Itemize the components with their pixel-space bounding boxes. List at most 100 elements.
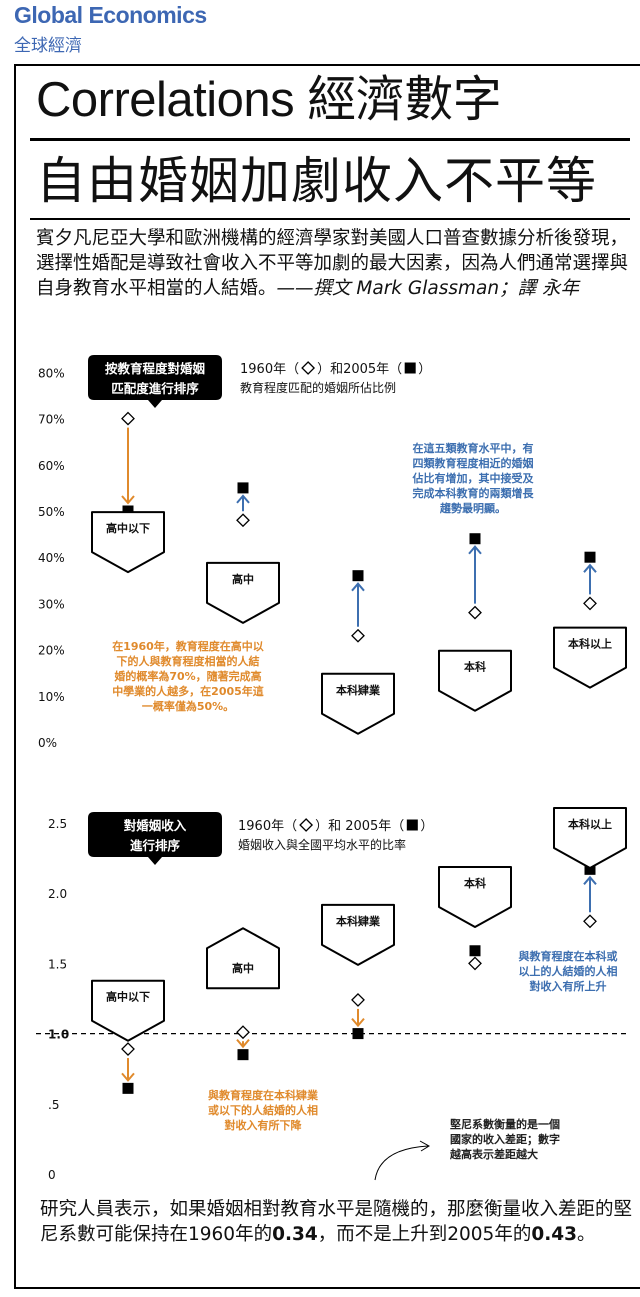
chart1-point-1960 xyxy=(351,628,365,643)
chart1-category-badge-label: 本科肄業 xyxy=(336,683,381,697)
gini-pointer-line xyxy=(374,1145,429,1181)
chart2-note-increase-line: 對收入有所上升 xyxy=(530,979,607,993)
gini-pointer-head xyxy=(419,1140,430,1152)
chart2-ytick: 1.0 xyxy=(48,1028,69,1042)
chart2-ytick: 1.5 xyxy=(48,957,67,971)
chart2-category-badge-label: 本科 xyxy=(464,876,486,890)
chart1-category-badge xyxy=(206,561,280,624)
chart1-ytick: 30% xyxy=(38,597,65,611)
conclusion-paragraph: 研究人員表示，如果婚姻相對教育水平是隨機的，那麼衡量收入差距的堅尼系數可能保持在… xyxy=(40,1197,632,1247)
chart1-ytick: 50% xyxy=(38,505,65,519)
chart2-point-2005 xyxy=(469,945,481,957)
chart2-ytick: 2.5 xyxy=(48,817,67,831)
chart1-point-2005 xyxy=(584,551,596,563)
chart1-point-1960 xyxy=(121,411,135,426)
chart2-legend-suffix: ） xyxy=(420,819,433,834)
chart2-legend-prefix: 1960年（ xyxy=(238,819,297,834)
chart2-ytick: 2.0 xyxy=(48,887,67,901)
chart1-category-badge xyxy=(553,626,627,689)
chart1-change-arrow-head xyxy=(351,582,365,592)
chart1-legend-mid: ）和2005年（ xyxy=(317,362,402,377)
chart1-point-2005 xyxy=(352,570,364,582)
chart1-note-increase-line: 四類教育程度相近的婚姻 xyxy=(413,456,534,470)
chart1-category-badge xyxy=(91,511,165,574)
chart1-point-1960 xyxy=(468,605,482,620)
chart1-note-decline-line: 下的人與教育程度相當的人結 xyxy=(117,654,260,668)
chart2-legend-diamond-icon xyxy=(299,818,314,832)
chart2-category-badge-label: 本科以上 xyxy=(568,817,612,831)
chart1-ytick: 80% xyxy=(38,366,65,380)
chart1-change-arrow-head xyxy=(121,495,135,505)
headline-rule-bottom xyxy=(30,218,630,220)
chart2-point-2005 xyxy=(122,1082,134,1094)
chart1-ytick: 20% xyxy=(38,644,65,658)
chart1-point-2005 xyxy=(469,533,481,545)
chart2-change-arrow-head xyxy=(351,1017,365,1028)
chart2-point-1960 xyxy=(351,992,365,1007)
chart1-change-arrow-head xyxy=(236,494,250,504)
chart2-title-callout-text: 對婚姻收入 xyxy=(124,818,187,833)
chart1-note-increase-line: 佔比有增加，其中接受及 xyxy=(412,471,535,485)
chart2-change-arrow xyxy=(121,1058,135,1082)
chart2-change-arrow-head xyxy=(121,1072,135,1082)
byline: ——撰文 Mark Glassman；譯 永年 xyxy=(276,278,579,299)
chart2-change-arrow xyxy=(236,1039,250,1049)
chart1-note-decline-line: 中學業的人越多，在2005年這 xyxy=(112,684,264,698)
chart2-legend-mid: ）和 2005年（ xyxy=(315,819,404,834)
chart2-note-decline-line: 與教育程度在本科肄業 xyxy=(208,1088,319,1102)
chart1-category-badge xyxy=(321,672,395,735)
chart2-ytick: .5 xyxy=(48,1098,59,1112)
chart2-point-1960 xyxy=(583,914,597,929)
chart1-note-increase-line: 在這五類教育水平中，有 xyxy=(413,441,534,455)
section-title-en: Global Economics xyxy=(14,2,207,28)
chart2-category-badge xyxy=(553,807,627,870)
chart2-note-increase-line: 與教育程度在本科或 xyxy=(519,949,618,963)
chart1-change-arrow xyxy=(351,582,365,627)
intro-paragraph: 賓夕凡尼亞大學和歐洲機構的經濟學家對美國人口普查數據分析後發現，選擇性婚配是導致… xyxy=(36,226,630,301)
chart1-point-2005 xyxy=(122,505,134,517)
chart1-category-badge-label: 高中 xyxy=(232,572,254,586)
gini-2005-value: 0.43 xyxy=(531,1224,577,1245)
chart1-change-arrow xyxy=(121,427,135,505)
chart1-ytick: 60% xyxy=(38,459,65,473)
chart1-title-callout-text: 匹配度進行排序 xyxy=(111,381,199,396)
chart1-legend-prefix: 1960年（ xyxy=(240,362,299,377)
chart1-category-badge-label: 本科 xyxy=(464,660,486,674)
chart2-category-badge-label: 高中 xyxy=(232,961,254,975)
chart1-change-arrow xyxy=(583,563,597,595)
chart2-legend-square-icon xyxy=(406,819,418,831)
chart1-note-decline-line: 一概率僅為50%。 xyxy=(142,699,234,713)
chart2-point-2005 xyxy=(237,1049,249,1061)
chart1-legend-square-icon xyxy=(404,362,416,374)
chart2-point-1960 xyxy=(468,956,482,971)
chart1-note-decline-line: 婚的概率為70%，隨著完成高 xyxy=(114,669,261,683)
chart2-category-badge xyxy=(321,903,395,966)
chart1-ytick: 10% xyxy=(38,690,65,704)
chart1-change-arrow xyxy=(236,494,250,512)
chart2-point-2005 xyxy=(584,863,596,875)
chart1-change-arrow-head xyxy=(583,563,597,573)
chart1-ytick: 0% xyxy=(38,736,57,750)
chart2-ytick: 0 xyxy=(48,1168,56,1182)
chart1-change-arrow xyxy=(468,545,482,604)
chart2-note-gini-line: 堅尼系數衡量的是一個 xyxy=(450,1117,560,1131)
chart2-note-decline-line: 或以下的人結婚的人相 xyxy=(208,1103,318,1117)
chart2-note-decline-line: 對收入有所下降 xyxy=(225,1118,303,1132)
chart1-note-increase-line: 完成本科教育的兩類增長 xyxy=(413,486,535,500)
chart2-title-callout xyxy=(88,812,222,865)
chart1-note-decline-line: 在1960年，教育程度在高中以 xyxy=(112,639,264,653)
chart2-point-1960 xyxy=(121,1042,135,1056)
chart1-ytick: 40% xyxy=(38,551,65,565)
chart2-note-gini-line: 國家的收入差距；數字 xyxy=(450,1132,560,1146)
headline-rule xyxy=(30,138,630,141)
chart2-title-callout-text: 進行排序 xyxy=(130,838,181,853)
chart1-legend-suffix: ） xyxy=(418,362,431,377)
chart1-title-callout xyxy=(88,355,222,408)
chart1-title-callout-text: 按教育程度對婚姻 xyxy=(105,361,205,376)
chart1-category-badge-label: 高中以下 xyxy=(106,521,150,535)
chart2-change-arrow xyxy=(583,875,597,913)
conclusion-text-a: 研究人員表示，如果婚姻相對教育水平是隨機的，那麼衡量收入差距的堅尼系數可能保持在… xyxy=(40,1199,633,1245)
chart1-legend-diamond-icon xyxy=(301,361,316,375)
article-frame xyxy=(14,64,640,1289)
